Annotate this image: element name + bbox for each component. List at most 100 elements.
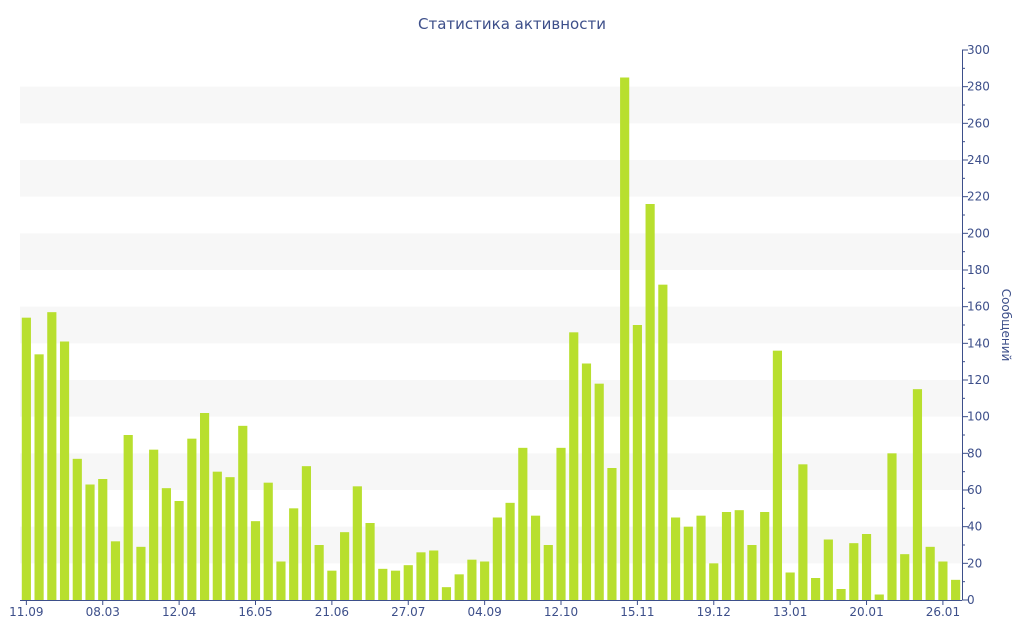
x-tick-label: 12.10 bbox=[544, 605, 578, 619]
bar bbox=[174, 501, 184, 600]
x-tick-label: 21.06 bbox=[315, 605, 349, 619]
bar bbox=[85, 484, 95, 600]
bar bbox=[658, 284, 668, 600]
bar bbox=[696, 515, 706, 600]
bar bbox=[518, 447, 528, 600]
bar bbox=[123, 435, 133, 600]
bar bbox=[505, 502, 515, 600]
bar bbox=[59, 341, 70, 600]
bar bbox=[136, 546, 146, 600]
bar bbox=[492, 517, 502, 600]
bar bbox=[823, 539, 833, 600]
bar bbox=[938, 561, 948, 600]
bar bbox=[836, 589, 846, 600]
y-tick-label: 60 bbox=[967, 483, 982, 497]
bar bbox=[454, 574, 464, 600]
y-tick-label: 180 bbox=[967, 263, 990, 277]
bar bbox=[47, 312, 57, 600]
y-tick-label: 120 bbox=[967, 373, 990, 387]
bar bbox=[556, 447, 566, 600]
bar bbox=[912, 389, 923, 600]
grid-band bbox=[20, 86, 962, 124]
bar bbox=[620, 77, 630, 600]
bar bbox=[212, 471, 222, 600]
bar bbox=[683, 526, 693, 600]
bar bbox=[569, 332, 579, 600]
x-tick-label: 27.07 bbox=[391, 605, 425, 619]
grid-band bbox=[20, 306, 962, 344]
y-tick-label: 200 bbox=[967, 226, 990, 240]
bar bbox=[785, 572, 795, 600]
bar bbox=[187, 438, 197, 600]
bar bbox=[849, 543, 859, 600]
y-tick-label: 100 bbox=[967, 410, 990, 424]
y-tick-label: 240 bbox=[967, 153, 990, 167]
bar bbox=[530, 515, 541, 600]
x-tick-label: 04.09 bbox=[467, 605, 501, 619]
bar bbox=[900, 554, 910, 600]
x-tick-label: 15.11 bbox=[620, 605, 654, 619]
bar bbox=[467, 559, 477, 600]
bar bbox=[199, 413, 210, 600]
bar bbox=[772, 350, 783, 600]
bar bbox=[72, 458, 82, 600]
bar bbox=[34, 354, 44, 600]
bar bbox=[161, 488, 171, 600]
bar bbox=[263, 482, 273, 600]
y-tick-label: 280 bbox=[967, 80, 990, 94]
bar bbox=[149, 449, 159, 600]
bar bbox=[734, 510, 744, 600]
y-axis: 0 20 40 60 80 100 120 140 160 180 200 220 240 260 280 3… bbox=[962, 43, 990, 607]
y-axis-label: Сообщений bbox=[999, 289, 1013, 362]
bar bbox=[798, 464, 808, 600]
bar bbox=[594, 383, 604, 600]
bar bbox=[301, 466, 312, 600]
bar bbox=[403, 565, 413, 600]
chart-title: Статистика активности bbox=[418, 15, 606, 33]
bar bbox=[429, 550, 439, 600]
y-tick-label: 160 bbox=[967, 300, 990, 314]
bar bbox=[327, 570, 337, 600]
bar bbox=[760, 512, 770, 600]
bar bbox=[874, 594, 884, 600]
bar bbox=[670, 517, 681, 600]
bar bbox=[441, 587, 452, 600]
x-tick-label: 13.01 bbox=[773, 605, 807, 619]
bar bbox=[98, 479, 108, 600]
x-tick-label: 08.03 bbox=[86, 605, 120, 619]
grid-bands bbox=[20, 86, 962, 564]
x-tick-label: 20.01 bbox=[849, 605, 883, 619]
bar bbox=[811, 578, 821, 600]
bar bbox=[276, 561, 286, 600]
grid-band bbox=[20, 160, 962, 197]
bar bbox=[314, 545, 324, 600]
x-tick-label: 26.01 bbox=[926, 605, 960, 619]
bar bbox=[951, 579, 961, 600]
bar bbox=[887, 453, 897, 600]
bar bbox=[480, 561, 490, 600]
y-tick-label: 260 bbox=[967, 116, 990, 130]
bar bbox=[925, 546, 935, 600]
y-tick-label: 220 bbox=[967, 190, 990, 204]
grid-band bbox=[20, 526, 962, 564]
y-tick-label: 140 bbox=[967, 336, 990, 350]
bar bbox=[340, 532, 350, 600]
bar bbox=[747, 545, 757, 600]
grid-band bbox=[20, 380, 962, 417]
bar bbox=[250, 521, 261, 600]
bar bbox=[21, 317, 31, 600]
bar bbox=[110, 541, 121, 600]
bar bbox=[365, 523, 375, 600]
y-tick-label: 20 bbox=[967, 556, 982, 570]
bar bbox=[352, 486, 362, 600]
bar bbox=[581, 363, 592, 600]
bar bbox=[225, 477, 235, 600]
bar bbox=[709, 563, 719, 600]
x-tick-label: 16.05 bbox=[238, 605, 272, 619]
bar bbox=[721, 512, 732, 600]
x-tick-label: 12.04 bbox=[162, 605, 196, 619]
bar bbox=[378, 568, 388, 600]
grid-band bbox=[20, 233, 962, 270]
bar bbox=[543, 545, 553, 600]
